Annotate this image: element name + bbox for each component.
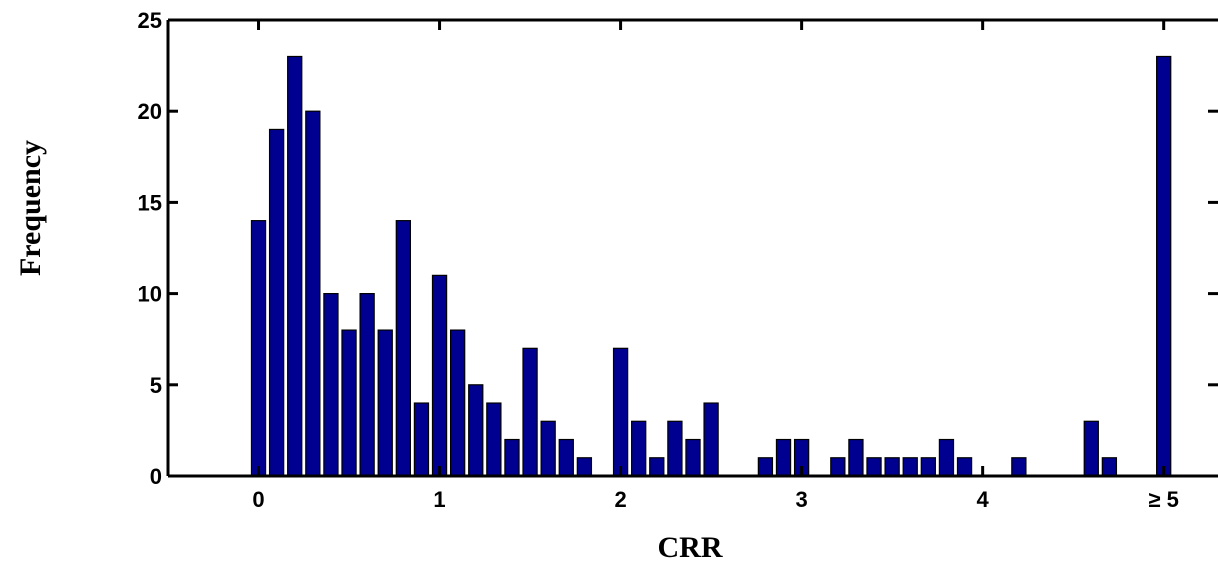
bars-group bbox=[250, 55, 1172, 477]
x-tick-label: 0 bbox=[252, 487, 264, 512]
bar bbox=[775, 438, 792, 477]
bar bbox=[920, 457, 937, 477]
bar bbox=[377, 329, 393, 477]
bar bbox=[395, 220, 411, 477]
y-tick-label: 20 bbox=[138, 99, 162, 124]
bar bbox=[305, 110, 321, 477]
bar bbox=[1083, 420, 1099, 477]
bar bbox=[504, 438, 520, 477]
bar bbox=[1011, 457, 1027, 477]
bar bbox=[1101, 457, 1118, 477]
x-tick-label: 2 bbox=[614, 487, 626, 512]
bar bbox=[667, 420, 683, 477]
x-tick-label: ≥ 5 bbox=[1148, 487, 1178, 512]
bar bbox=[287, 55, 303, 477]
bar bbox=[576, 457, 593, 477]
y-axis-title: Frequency bbox=[14, 140, 47, 276]
y-tick-label: 25 bbox=[138, 8, 162, 33]
bar bbox=[449, 329, 466, 477]
bar bbox=[703, 402, 719, 477]
bar bbox=[413, 402, 430, 477]
bar bbox=[540, 420, 556, 477]
bar bbox=[341, 329, 357, 477]
bar bbox=[612, 347, 629, 477]
x-tick-label: 4 bbox=[977, 487, 990, 512]
bar bbox=[956, 457, 973, 477]
y-tick-label: 10 bbox=[138, 282, 162, 307]
bar bbox=[649, 457, 665, 477]
bar bbox=[866, 457, 882, 477]
bar bbox=[486, 402, 502, 477]
bar bbox=[431, 274, 448, 477]
y-tick-label: 5 bbox=[150, 373, 162, 398]
bar bbox=[685, 438, 701, 477]
bar bbox=[468, 384, 484, 477]
bar bbox=[631, 420, 647, 477]
bar bbox=[848, 438, 864, 477]
axes-group bbox=[166, 18, 1218, 478]
bar bbox=[250, 220, 267, 477]
y-tick-label: 15 bbox=[138, 190, 162, 215]
bar bbox=[268, 128, 285, 477]
bar bbox=[830, 457, 846, 477]
ticks-group: 0 5 10 15 20 25 0 1 2 3 4 ≥ 5 bbox=[138, 8, 1218, 512]
y-tick-label: 0 bbox=[150, 464, 162, 489]
x-tick-label: 1 bbox=[433, 487, 445, 512]
bar bbox=[938, 438, 955, 477]
bar bbox=[1156, 55, 1172, 477]
bar bbox=[558, 438, 574, 477]
bar bbox=[757, 457, 774, 477]
x-axis-title: CRR bbox=[658, 531, 723, 564]
bar bbox=[359, 293, 375, 477]
bar bbox=[522, 347, 538, 477]
bar bbox=[884, 457, 900, 477]
bar bbox=[323, 293, 339, 477]
x-tick-label: 3 bbox=[795, 487, 807, 512]
bar bbox=[902, 457, 918, 477]
